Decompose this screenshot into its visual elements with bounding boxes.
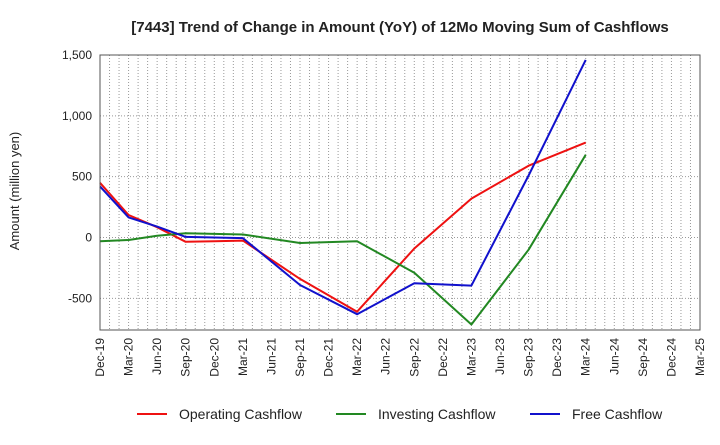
investing-cashflow-line bbox=[99, 154, 587, 326]
plot-frame bbox=[99, 54, 701, 331]
y-axis-label: Amount (million yen) bbox=[7, 132, 22, 251]
x-tick-label: Sep-22 bbox=[407, 338, 421, 377]
x-tick-label: Dec-21 bbox=[322, 338, 336, 377]
x-tick-label: Jun-24 bbox=[607, 338, 621, 375]
plot-grid bbox=[100, 54, 700, 330]
y-tick-label: 1,000 bbox=[62, 109, 92, 123]
x-tick-label: Mar-21 bbox=[236, 338, 250, 376]
y-tick-label: 1,500 bbox=[62, 48, 92, 62]
x-tick-label: Mar-20 bbox=[122, 338, 136, 376]
legend-label-free-cashflow: Free Cashflow bbox=[572, 406, 663, 422]
y-axis-ticks: -500 0 500 1,000 1,500 bbox=[62, 48, 92, 305]
x-tick-label: Mar-24 bbox=[579, 338, 593, 376]
x-tick-label: Jun-23 bbox=[493, 338, 507, 375]
x-tick-label: Sep-24 bbox=[636, 338, 650, 377]
x-axis-ticks: Dec-19 Mar-20 Jun-20 Sep-20 Dec-20 Mar-21 Jun-… bbox=[93, 338, 707, 377]
series-layer bbox=[99, 59, 587, 326]
x-tick-label: Sep-23 bbox=[522, 338, 536, 377]
legend: Operating Cashflow Investing Cashflow Free… bbox=[137, 406, 663, 422]
x-tick-label: Sep-20 bbox=[179, 338, 193, 377]
x-tick-label: Dec-20 bbox=[207, 338, 221, 377]
x-tick-label: Jun-21 bbox=[264, 338, 278, 375]
x-tick-label: Jun-22 bbox=[379, 338, 393, 375]
x-tick-label: Mar-22 bbox=[350, 338, 364, 376]
y-tick-label: 0 bbox=[85, 231, 92, 245]
x-tick-label: Jun-20 bbox=[150, 338, 164, 375]
x-tick-label: Mar-25 bbox=[693, 338, 707, 376]
legend-label-operating-cashflow: Operating Cashflow bbox=[179, 406, 303, 422]
operating-cashflow-line bbox=[99, 141, 587, 313]
x-tick-label: Dec-23 bbox=[550, 338, 564, 377]
x-tick-label: Dec-24 bbox=[664, 338, 678, 377]
legend-label-investing-cashflow: Investing Cashflow bbox=[378, 406, 496, 422]
free-cashflow-line bbox=[99, 59, 587, 316]
chart-title: [7443] Trend of Change in Amount (YoY) o… bbox=[131, 19, 669, 36]
x-tick-label: Sep-21 bbox=[293, 338, 307, 377]
y-tick-label: -500 bbox=[68, 291, 92, 305]
y-tick-label: 500 bbox=[72, 170, 92, 184]
x-tick-label: Dec-19 bbox=[93, 338, 107, 377]
x-tick-label: Mar-23 bbox=[464, 338, 478, 376]
x-tick-label: Dec-22 bbox=[436, 338, 450, 377]
